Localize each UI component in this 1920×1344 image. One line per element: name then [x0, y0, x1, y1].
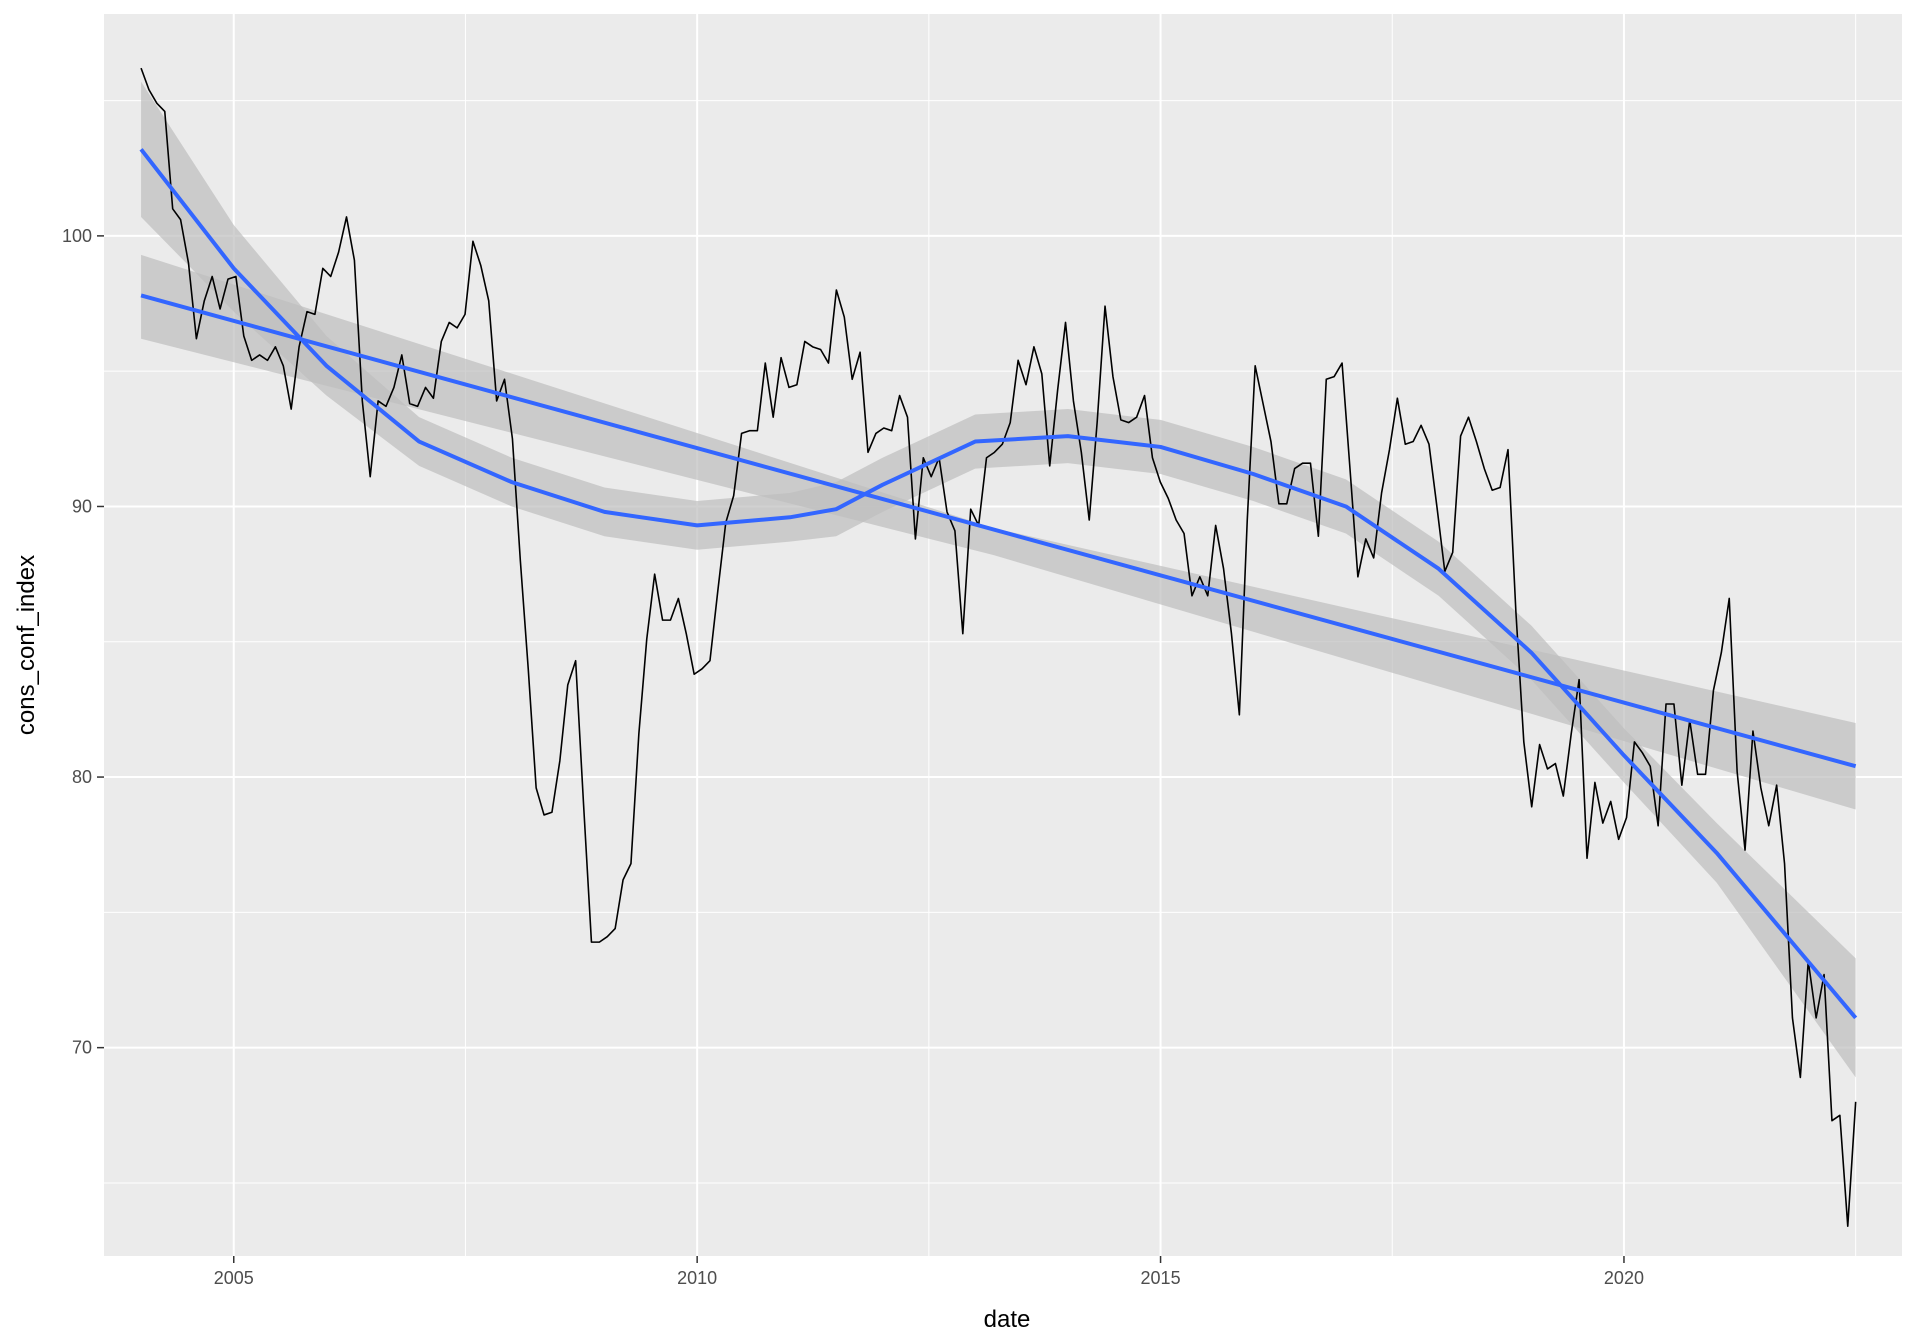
plot-panel: [104, 14, 1902, 1256]
y-axis: 70 80 90 100: [62, 226, 104, 1058]
x-tick-label-1: 2010: [677, 1268, 717, 1288]
y-tick-label-0: 70: [72, 1038, 92, 1058]
x-tick-label-2: 2015: [1141, 1268, 1181, 1288]
smooth-line-linear: [140, 293, 1857, 769]
y-tick-label-1: 80: [72, 767, 92, 787]
series-line: [140, 67, 1857, 1228]
y-tick-label-2: 90: [72, 496, 92, 516]
grid-minor: [1, 14, 1902, 1256]
smooth: [139, 148, 1858, 1020]
series: [140, 67, 1857, 1228]
x-axis-title: date: [984, 1306, 1031, 1333]
x-tick-label-0: 2005: [214, 1268, 254, 1288]
grid-major: [104, 14, 1902, 1256]
x-tick-label-3: 2020: [1604, 1268, 1644, 1288]
y-tick-label-3: 100: [62, 226, 92, 246]
y-axis-title: cons_conf_index: [13, 555, 40, 735]
x-axis: 2005 2010 2015 2020: [214, 1256, 1644, 1288]
smooth-line-loess: [139, 148, 1858, 1020]
